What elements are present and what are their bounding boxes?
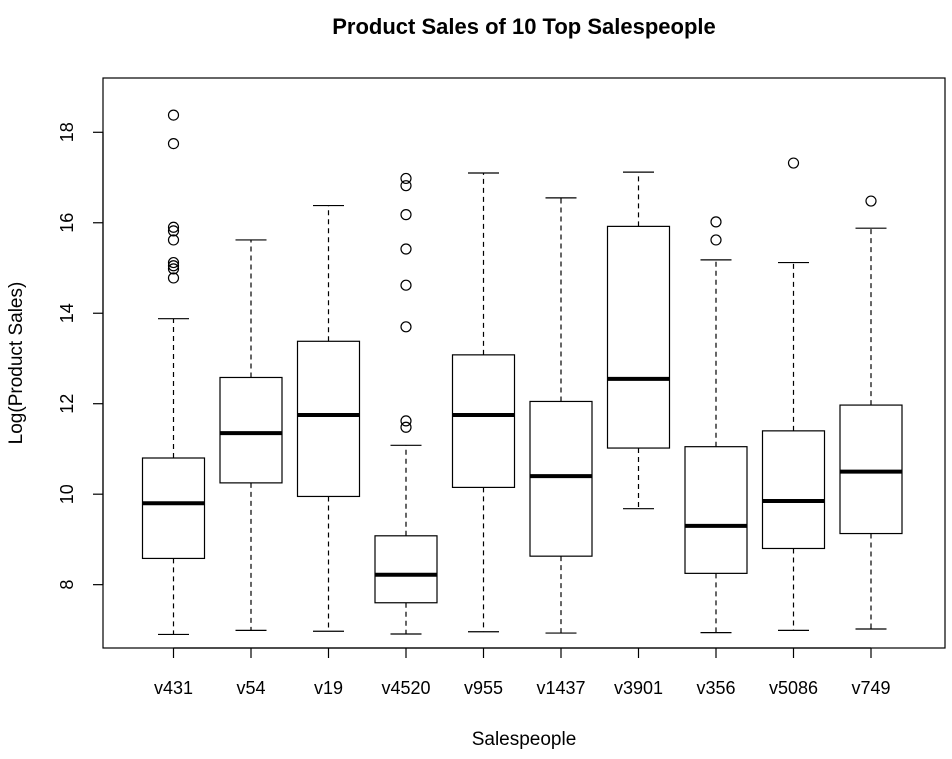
outlier-point [167,221,180,233]
y-axis-label: Log(Product Sales) [6,282,27,445]
plot-frame [102,77,946,649]
y-tick-label: 16 [57,213,77,233]
iqr-box [374,535,438,604]
box-v3901 [606,171,671,510]
outlier-point [400,279,412,291]
outlier-point [400,243,412,255]
box-v19 [296,204,361,632]
y-tick-label: 8 [57,580,77,590]
iqr-box [761,430,826,550]
iqr-box [529,400,593,557]
outlier-point [167,109,180,121]
outlier-point [710,234,722,246]
x-axis: v431 v54 v19 v4520 v955 v1437 v3901 v356 v5086 v7… [154,647,891,698]
box-v356 [684,216,748,634]
iqr-box [141,457,206,560]
outlier-point [167,272,180,284]
y-tick-label: 10 [57,484,77,504]
x-tick-label: v5086 [769,678,818,698]
box-v5086 [761,157,826,631]
x-tick-label: v4520 [381,678,430,698]
y-axis: 8 10 12 14 16 18 [57,122,104,590]
outlier-point [167,137,180,150]
iqr-box [684,446,748,574]
iqr-box [839,404,903,535]
x-tick-label: v54 [236,678,265,698]
iqr-box [296,340,361,498]
x-tick-label: v749 [851,678,890,698]
outlier-point [787,157,800,169]
iqr-box [451,354,516,489]
box-v1437 [529,197,593,634]
x-tick-label: v955 [464,678,503,698]
x-tick-label: v431 [154,678,193,698]
chart-title: Product Sales of 10 Top Salespeople [332,14,715,39]
outlier-point [400,415,412,427]
outlier-point [400,180,412,192]
iqr-box [219,376,283,484]
outlier-point [167,256,180,269]
outlier-point [865,195,877,207]
x-tick-label: v3901 [614,678,663,698]
box-v54 [219,239,283,631]
outlier-point [400,421,412,433]
x-tick-label: v356 [696,678,735,698]
outlier-point [400,209,412,221]
outlier-point [400,321,412,333]
x-axis-label: Salespeople [472,729,577,750]
box-v431 [141,109,206,636]
y-tick-label: 14 [57,303,77,323]
x-tick-label: v1437 [536,678,585,698]
box-v4520 [374,172,438,635]
outlier-point [167,263,180,275]
outlier-point [400,172,412,185]
outlier-point [167,234,180,246]
outlier-point [167,260,180,272]
x-tick-label: v19 [314,678,343,698]
y-tick-label: 18 [57,122,77,142]
box-v749 [839,195,903,630]
iqr-box [606,225,671,449]
outlier-point [167,225,180,237]
box-v955 [451,172,516,633]
outlier-point [710,216,722,228]
y-tick-label: 12 [57,394,77,414]
box-series [141,109,903,636]
